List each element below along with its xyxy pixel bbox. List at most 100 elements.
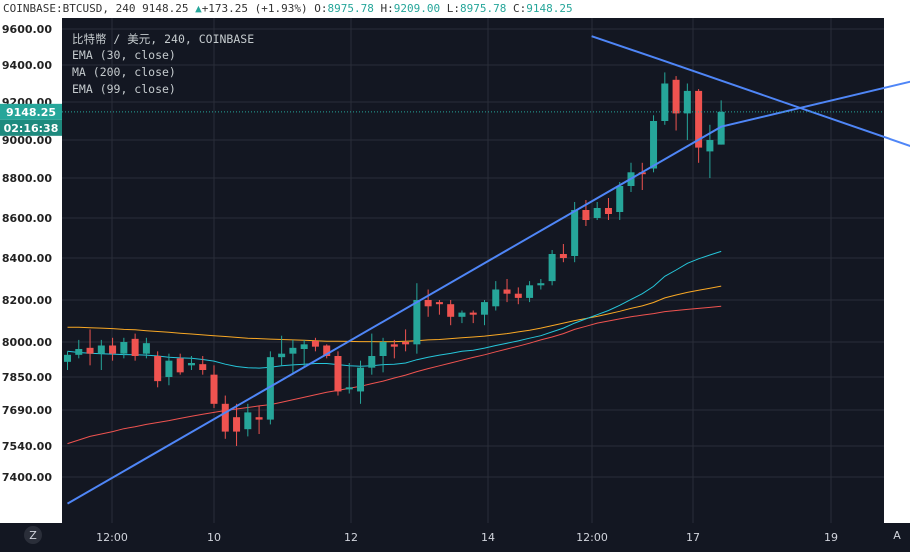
zoom-reset-button[interactable]: Z (24, 526, 42, 544)
countdown-badge: 02:16:38 (0, 119, 62, 136)
candle[interactable] (447, 300, 455, 326)
legend-ma200[interactable]: MA (200, close) (72, 65, 176, 79)
candle[interactable] (323, 344, 331, 359)
close-label: C: (512, 2, 527, 15)
candle[interactable] (695, 89, 703, 163)
candle[interactable] (526, 281, 534, 303)
candle[interactable] (131, 333, 139, 361)
candle[interactable] (458, 310, 466, 324)
last-price: 9148.25 (142, 2, 189, 15)
candle[interactable] (120, 337, 128, 359)
price-chart[interactable]: 9600.009400.009200.009000.008800.008600.… (0, 18, 910, 552)
close-value: 9148.25 (526, 2, 573, 15)
svg-text:02:16:38: 02:16:38 (4, 122, 59, 135)
candle[interactable] (514, 287, 522, 305)
time-tick-label: 12:00 (96, 531, 128, 544)
candle[interactable] (650, 115, 658, 173)
candle[interactable] (255, 405, 263, 434)
time-tick-label: 12 (344, 531, 358, 544)
candle[interactable] (559, 244, 567, 263)
time-axis[interactable] (0, 523, 910, 552)
candle[interactable] (244, 403, 252, 437)
candle[interactable] (503, 279, 511, 303)
candle[interactable] (64, 351, 71, 370)
legend-title: 比特幣 / 美元, 240, COINBASE (72, 32, 255, 46)
candle[interactable] (97, 339, 105, 370)
candle[interactable] (142, 337, 150, 359)
candle[interactable] (402, 329, 410, 352)
price-tick-label: 8800.00 (2, 172, 52, 185)
open-label: O: (314, 2, 328, 15)
up-arrow-icon: ▲ (195, 2, 202, 15)
candle[interactable] (413, 283, 421, 354)
candle[interactable] (165, 353, 173, 386)
trend-line-ascending[interactable] (67, 60, 910, 505)
candle[interactable] (379, 337, 387, 373)
candle[interactable] (266, 351, 274, 425)
high-value: 9209.00 (393, 2, 441, 15)
candle[interactable] (357, 360, 365, 404)
candle[interactable] (424, 289, 432, 317)
price-tick-label: 8400.00 (2, 252, 52, 265)
price-change: +173.25 (+1.93%) (201, 2, 308, 15)
candle[interactable] (334, 351, 342, 396)
candle[interactable] (469, 310, 477, 324)
open-value: 8975.78 (327, 2, 374, 15)
price-tick-label: 9000.00 (2, 134, 52, 147)
price-tick-label: 7400.00 (2, 471, 52, 484)
candle[interactable] (717, 100, 725, 145)
price-tick-label: 7850.00 (2, 371, 52, 384)
candle[interactable] (492, 281, 500, 311)
high-label: H: (380, 2, 394, 15)
time-tick-label: 14 (481, 531, 495, 544)
low-value: 8975.78 (460, 2, 507, 15)
candle[interactable] (199, 356, 207, 375)
candle[interactable] (683, 83, 691, 141)
price-tick-label: 8200.00 (2, 294, 52, 307)
candle[interactable] (593, 202, 601, 220)
candle[interactable] (604, 198, 612, 220)
candle[interactable] (672, 76, 680, 131)
low-label: L: (446, 2, 460, 15)
price-tick-label: 9400.00 (2, 59, 52, 72)
candle[interactable] (233, 403, 241, 446)
candle[interactable] (345, 363, 353, 394)
candle[interactable] (548, 250, 556, 286)
candle[interactable] (278, 335, 286, 366)
symbol-name[interactable]: COINBASE:BTCUSD, 240 (3, 2, 136, 15)
price-tick-label: 8600.00 (2, 212, 52, 225)
auto-scale-button[interactable]: A (886, 523, 910, 552)
time-tick-label: 12:00 (576, 531, 608, 544)
legend-ema30[interactable]: EMA (30, close) (72, 48, 176, 62)
time-tick-label: 10 (207, 531, 221, 544)
candle[interactable] (86, 329, 94, 366)
candle[interactable] (176, 353, 184, 375)
candle[interactable] (661, 72, 669, 125)
candle[interactable] (311, 337, 319, 352)
candle[interactable] (109, 337, 117, 361)
time-tick-label: 17 (686, 531, 700, 544)
candle[interactable] (435, 300, 443, 315)
candle[interactable] (210, 365, 218, 408)
candle[interactable] (480, 300, 488, 326)
price-tick-label: 9600.00 (2, 23, 52, 36)
trend-line-descending[interactable] (591, 35, 910, 178)
candle[interactable] (75, 339, 83, 359)
candle[interactable] (289, 339, 297, 375)
candle[interactable] (368, 333, 376, 375)
candle[interactable] (537, 279, 545, 290)
candle[interactable] (154, 351, 162, 388)
candle[interactable] (616, 182, 624, 220)
legend-ema99[interactable]: EMA (99, close) (72, 82, 176, 96)
price-tick-label: 7540.00 (2, 440, 52, 453)
candle[interactable] (187, 356, 195, 370)
candle[interactable] (390, 339, 398, 359)
candle[interactable] (300, 339, 308, 368)
ema99-line[interactable] (67, 305, 722, 445)
svg-text:9148.25: 9148.25 (6, 106, 56, 119)
price-tick-label: 8000.00 (2, 336, 52, 349)
ema30-line[interactable] (67, 250, 722, 369)
auto-scale-icon: A (893, 529, 901, 542)
candle[interactable] (221, 395, 229, 439)
